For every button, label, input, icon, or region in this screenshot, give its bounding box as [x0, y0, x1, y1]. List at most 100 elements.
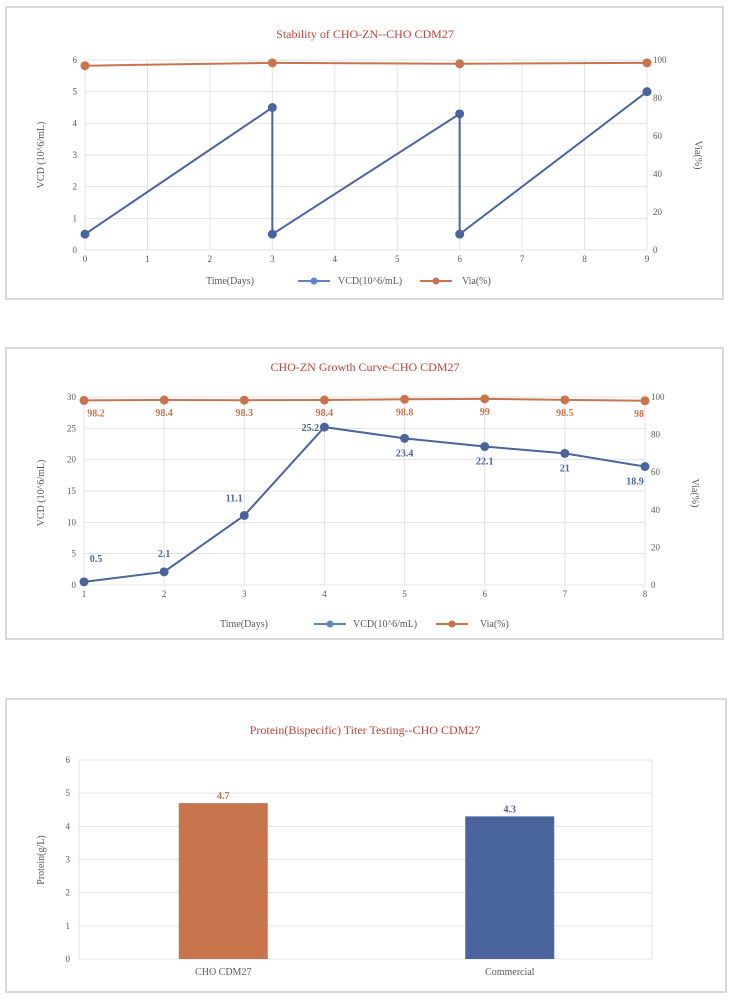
y-tick-label: 5	[73, 87, 78, 97]
vcd-data-point	[455, 109, 465, 119]
y-tick-label: 2	[66, 888, 71, 898]
y-tick-label: 1	[66, 921, 71, 931]
x-tick-label: 4	[333, 254, 338, 264]
via-data-point	[239, 395, 249, 405]
chart-titer-bar: Protein(Bispecific) Titer Testing--CHO C…	[36, 723, 653, 978]
vcd-series-line	[84, 90, 648, 237]
x-tick-label: 1	[145, 254, 150, 264]
x-tick-label: 9	[645, 254, 650, 264]
y-tick-label: 4	[73, 118, 78, 128]
via-data-point	[560, 395, 570, 405]
x-tick-label: 2	[162, 589, 167, 599]
legend-via-marker	[448, 620, 456, 628]
y-tick-label: 0	[72, 580, 77, 590]
y2-tick-label: 60	[653, 131, 663, 141]
y-tick-label: 5	[72, 549, 77, 559]
y2-tick-label: 40	[653, 169, 663, 179]
via-data-label: 98.2	[87, 408, 105, 419]
via-data-point	[455, 59, 465, 69]
y2-tick-label: 20	[653, 207, 663, 217]
legend-via-label: Via(%)	[480, 619, 509, 630]
via-data-label: 98.8	[396, 407, 414, 418]
chart-title: CHO-ZN Growth Curve-CHO CDM27	[271, 360, 460, 374]
vcd-data-point	[642, 87, 652, 97]
legend-vcd-marker	[326, 620, 334, 628]
via-data-label: 98.5	[556, 408, 574, 419]
via-data-point	[400, 394, 410, 404]
x-tick-label: 6	[457, 254, 462, 264]
x-axis-label: Time(Days)	[206, 276, 254, 287]
vcd-data-point	[267, 229, 277, 239]
via-data-label: 98	[634, 409, 644, 420]
via-data-point	[267, 58, 277, 68]
stability-chart-panel	[5, 6, 724, 300]
vcd-data-label: 0.5	[90, 554, 103, 565]
x-tick-label: 2	[208, 254, 213, 264]
bar-value-label: 4.7	[217, 791, 230, 802]
vcd-data-label: 22.1	[476, 457, 494, 468]
x-category-label: Commercial	[485, 967, 535, 978]
x-tick-label: 7	[520, 254, 525, 264]
via-data-point	[319, 395, 329, 405]
y-tick-label: 0	[73, 245, 78, 255]
x-tick-label: 6	[482, 589, 487, 599]
via-data-point	[480, 394, 490, 404]
via-data-label: 99	[480, 407, 490, 418]
vcd-data-label: 11.1	[226, 493, 243, 504]
x-tick-label: 1	[82, 589, 87, 599]
legend-via-marker	[432, 277, 440, 285]
x-tick-label: 3	[242, 589, 247, 599]
bar-commercial	[465, 816, 555, 959]
vcd-data-label: 18.9	[626, 477, 644, 488]
via-data-label: 98.4	[155, 408, 173, 419]
legend: VCD(10^6/mL) Via(%)	[314, 619, 509, 630]
vcd-data-point	[80, 229, 90, 239]
vcd-data-point	[560, 448, 570, 458]
x-tick-label: 8	[643, 589, 648, 599]
y-tick-label: 2	[73, 182, 78, 192]
y2-tick-label: 20	[651, 542, 661, 552]
x-axis-label: Time(Days)	[220, 619, 268, 630]
x-tick-label: 5	[402, 589, 407, 599]
vcd-series-line	[83, 426, 646, 583]
vcd-data-point	[640, 462, 650, 472]
titer-bar-chart-panel	[5, 698, 727, 993]
chart-title: Protein(Bispecific) Titer Testing--CHO C…	[250, 723, 481, 737]
legend-via-label: Via(%)	[462, 276, 491, 287]
y2-axis-label: Via(%)	[692, 141, 703, 170]
y2-axis-label: Via(%)	[689, 479, 700, 508]
x-category-label: CHO CDM27	[195, 967, 251, 978]
vcd-data-point	[239, 510, 249, 520]
vcd-data-label: 25.2	[302, 423, 320, 434]
y-tick-label: 3	[66, 855, 71, 865]
vcd-data-point	[480, 442, 490, 452]
y-tick-label: 6	[73, 55, 78, 65]
y2-tick-label: 40	[651, 505, 661, 515]
via-series-line	[84, 61, 648, 67]
y2-tick-label: 80	[651, 430, 661, 440]
via-data-point	[80, 61, 90, 71]
via-data-point	[642, 58, 652, 68]
y-tick-label: 4	[66, 821, 71, 831]
y-tick-label: 0	[66, 954, 71, 964]
y-tick-label: 15	[67, 486, 77, 496]
y2-tick-label: 0	[653, 245, 658, 255]
y-tick-label: 30	[67, 392, 77, 402]
y2-tick-label: 0	[651, 580, 656, 590]
bar-value-label: 4.3	[504, 804, 517, 815]
y-tick-label: 5	[66, 788, 71, 798]
x-tick-label: 3	[270, 254, 275, 264]
legend-vcd-label: VCD(10^6/mL)	[338, 276, 402, 287]
y2-tick-label: 80	[653, 93, 663, 103]
x-tick-label: 4	[322, 589, 327, 599]
via-data-label: 98.3	[236, 408, 254, 419]
vcd-data-label: 2.1	[158, 549, 171, 560]
y-tick-label: 10	[67, 517, 77, 527]
y2-tick-label: 100	[653, 55, 667, 65]
legend-vcd-marker	[310, 277, 318, 285]
vcd-data-point	[400, 433, 410, 443]
y-axis-label: Protein(g/L)	[36, 835, 47, 884]
vcd-data-point	[455, 229, 465, 239]
y-axis-label: VCD (10^6/mL)	[36, 460, 47, 527]
